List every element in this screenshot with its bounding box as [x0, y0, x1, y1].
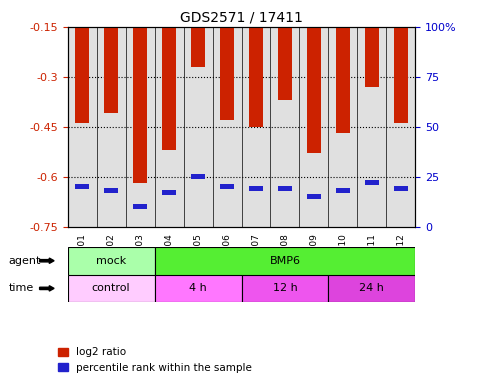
Bar: [328, 27, 357, 227]
Bar: [249, 0, 263, 127]
Bar: [242, 27, 270, 227]
Bar: [155, 27, 184, 227]
Text: time: time: [9, 283, 34, 293]
Bar: [104, 0, 118, 113]
Bar: [394, 0, 408, 123]
Bar: [68, 27, 97, 227]
Bar: [162, 0, 176, 150]
Bar: [336, 0, 350, 133]
Bar: [133, 0, 147, 183]
Text: control: control: [92, 283, 130, 293]
Bar: [278, 0, 292, 100]
Bar: [75, 0, 89, 123]
Bar: [220, 0, 234, 120]
Bar: [162, 190, 176, 195]
Bar: [307, 0, 321, 153]
Text: 12 h: 12 h: [272, 283, 298, 293]
Bar: [184, 27, 213, 227]
Bar: [336, 189, 350, 193]
Bar: [357, 27, 386, 227]
Bar: [220, 184, 234, 189]
Bar: [278, 187, 292, 191]
Bar: [270, 27, 299, 227]
Bar: [394, 187, 408, 191]
Bar: [328, 275, 415, 302]
Text: 4 h: 4 h: [189, 283, 207, 293]
Bar: [191, 174, 205, 179]
Bar: [126, 27, 155, 227]
Bar: [75, 184, 89, 189]
Text: mock: mock: [96, 256, 126, 266]
Bar: [242, 275, 328, 302]
Bar: [299, 27, 328, 227]
Bar: [386, 27, 415, 227]
Bar: [68, 247, 155, 275]
Bar: [213, 27, 242, 227]
Bar: [249, 187, 263, 191]
Bar: [365, 0, 379, 87]
Bar: [133, 204, 147, 209]
Text: agent: agent: [9, 256, 41, 266]
Text: BMP6: BMP6: [270, 256, 300, 266]
Bar: [68, 275, 155, 302]
Bar: [97, 27, 126, 227]
Text: 24 h: 24 h: [359, 283, 384, 293]
Bar: [191, 0, 205, 67]
Bar: [104, 189, 118, 193]
Bar: [155, 275, 242, 302]
Bar: [365, 180, 379, 185]
Legend: log2 ratio, percentile rank within the sample: log2 ratio, percentile rank within the s…: [54, 343, 256, 377]
Bar: [307, 194, 321, 199]
Bar: [155, 247, 415, 275]
Title: GDS2571 / 17411: GDS2571 / 17411: [180, 10, 303, 24]
